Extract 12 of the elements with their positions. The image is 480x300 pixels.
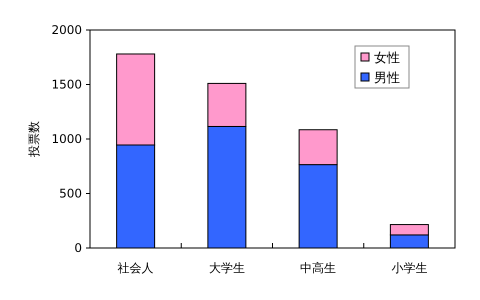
x-tick-label: 中高生 (300, 261, 336, 275)
y-tick-label: 1500 (51, 78, 82, 92)
y-tick-label: 1000 (51, 132, 82, 146)
x-tick-label: 社会人 (118, 261, 154, 275)
y-tick-label: 500 (59, 186, 82, 200)
y-tick-label: 2000 (51, 23, 82, 37)
legend-label: 女性 (374, 51, 400, 66)
y-axis-title: 投票数 (27, 121, 41, 158)
legend-label: 男性 (374, 71, 400, 86)
x-tick-label: 大学生 (208, 261, 245, 275)
x-tick-label: 小学生 (391, 261, 428, 275)
y-tick-label: 0 (74, 241, 82, 255)
